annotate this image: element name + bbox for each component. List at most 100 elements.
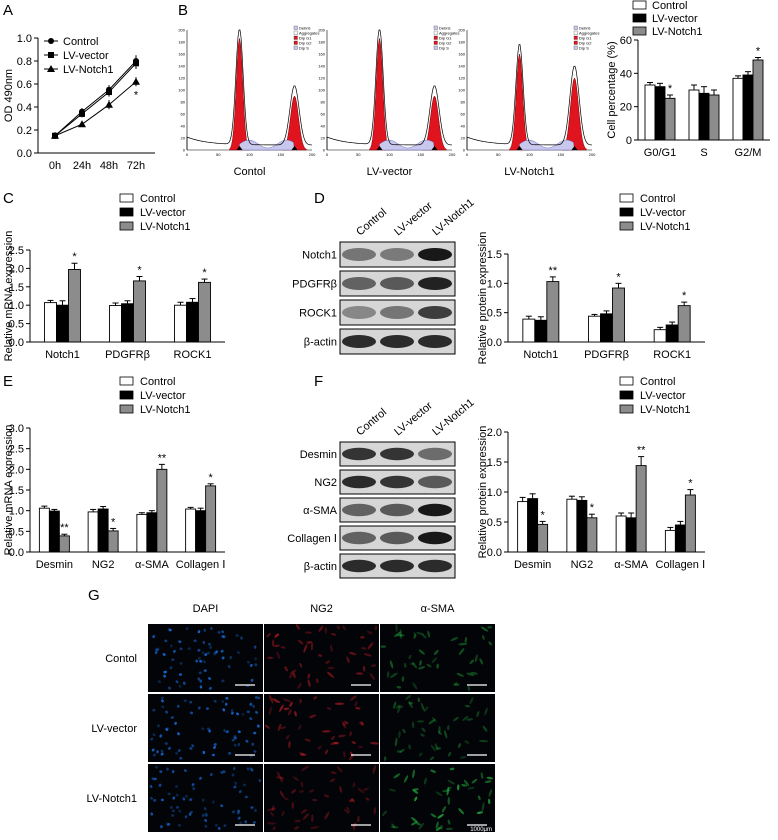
flow-g2-marker (431, 146, 438, 150)
g-cell (153, 799, 157, 802)
chart-b-legend-swatch (632, 0, 647, 10)
flow-legend-label: Aggregates (439, 31, 459, 36)
g-cell (398, 730, 401, 739)
chart-e-category-label: Desmin (36, 559, 73, 571)
g-cell (274, 633, 279, 639)
g-cell (229, 655, 233, 660)
g-cell (254, 657, 257, 661)
blot-f-band (380, 559, 414, 573)
chart-d-bar (600, 313, 613, 343)
g-cell (462, 715, 469, 721)
g-cell (191, 744, 195, 748)
chart-f-y-tick-label: 0.0 (487, 547, 502, 559)
chart-c-bar (174, 304, 187, 343)
g-cell (289, 701, 293, 707)
g-cell (233, 743, 237, 747)
g-cell (178, 809, 182, 813)
g-cell (185, 627, 189, 631)
chart-a-point (105, 100, 113, 108)
g-cell (330, 771, 337, 775)
g-cell (242, 783, 246, 787)
g-cell (447, 797, 450, 805)
g-cell (418, 752, 423, 757)
chart-b-legend-label: LV-vector (652, 13, 698, 25)
g-cell (412, 788, 419, 791)
g-cell (449, 767, 455, 771)
g-cell (230, 708, 234, 713)
g-cell (210, 626, 213, 631)
blot-f: Control LV-vectorLV-Notch1DesminNG2α-SMAC… (287, 397, 477, 579)
flow-y-tick-label: 200 (318, 28, 325, 33)
g-cell (373, 806, 377, 815)
flow-y-tick-label: 80 (461, 100, 466, 105)
chart-d-bar (588, 315, 601, 343)
g-cell (478, 739, 489, 743)
g-cell (326, 706, 332, 710)
chart-d-bar (546, 281, 560, 343)
flow-s-phase (379, 139, 435, 151)
g-cell (179, 647, 183, 651)
flow-legend-label: Dip G1 (299, 36, 312, 41)
g-cell (197, 657, 201, 660)
g-cell (239, 821, 242, 825)
g-cell (182, 797, 186, 801)
g-cell (326, 671, 335, 678)
flow-x-tick-label: 150 (417, 152, 424, 157)
chart-a-point (133, 60, 139, 67)
chart-b-bar (752, 59, 764, 141)
g-cell (249, 702, 253, 706)
flow-y-tick-label: 20 (181, 136, 186, 141)
g-cell (174, 721, 177, 725)
g-cell (413, 632, 417, 638)
legend-swatch-2 (619, 221, 634, 231)
g-cell (253, 750, 257, 753)
blot-f-band (380, 531, 414, 545)
g-cell (161, 705, 165, 709)
g-cell (358, 721, 365, 726)
chart-b-significance: * (756, 46, 761, 58)
flow-y-tick-label: 140 (458, 64, 465, 69)
g-cell (447, 779, 456, 785)
g-cell (175, 751, 179, 755)
g-cell (469, 659, 475, 665)
g-cell (214, 823, 218, 827)
g-cell (357, 815, 360, 823)
chart-f-significance: ** (637, 445, 646, 457)
chart-f-significance: * (590, 502, 595, 514)
g-cell (164, 670, 168, 674)
g-cell (198, 671, 202, 675)
g-cell (237, 811, 240, 815)
g-cell (160, 752, 164, 756)
chart-f-category-label: α-SMA (614, 559, 649, 571)
blot-d-row-label: β-actin (304, 337, 337, 349)
g-micrograph-frame (264, 764, 379, 832)
flow-g2-marker (291, 146, 298, 150)
g-cell (271, 805, 275, 811)
flow-legend-swatch (433, 30, 438, 35)
blot-f-lane-label: LV-vector (392, 400, 435, 439)
g-cell (355, 706, 361, 710)
g-cell (193, 639, 197, 643)
blot-f-band (342, 503, 376, 517)
blot-d-lane-label: Control (354, 206, 389, 238)
g-cell (178, 684, 182, 688)
g-cell (438, 730, 442, 735)
g-cell (256, 724, 260, 728)
chart-f-significance: * (688, 478, 693, 490)
g-cell (268, 706, 273, 716)
flow-panel-label: LV-vector (367, 166, 413, 178)
g-cell (184, 815, 188, 819)
g-micrograph-frame (148, 694, 263, 762)
flow-s-phase (519, 139, 575, 151)
blot-d-band (380, 335, 414, 348)
flow-legend-swatch (293, 35, 298, 40)
g-cell (480, 626, 489, 632)
g-cell (197, 706, 201, 710)
g-cell (170, 716, 174, 719)
g-cell (253, 645, 257, 649)
legend-swatch-0 (619, 193, 634, 203)
g-cell (324, 626, 328, 634)
g-cell (160, 825, 163, 829)
